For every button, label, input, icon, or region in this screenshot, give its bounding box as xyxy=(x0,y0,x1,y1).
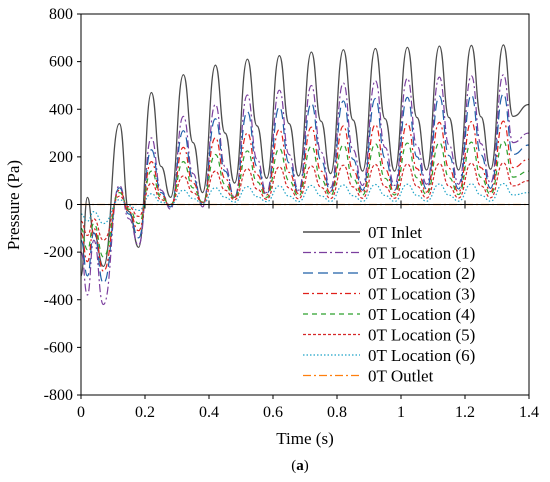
x-tick-label: 1.2 xyxy=(455,404,475,421)
x-tick-label: 0.2 xyxy=(135,404,155,421)
x-tick-label: 1.4 xyxy=(519,404,539,421)
legend-label: 0T Location (5) xyxy=(368,326,475,345)
y-tick-label: 200 xyxy=(49,149,73,166)
x-tick-label: 0.6 xyxy=(263,404,283,421)
x-tick-label: 0.4 xyxy=(199,404,219,421)
legend-label: 0T Location (3) xyxy=(368,285,475,304)
x-axis-title: Time (s) xyxy=(276,429,333,448)
figure-caption: (a) xyxy=(291,458,309,474)
legend-label: 0T Location (2) xyxy=(368,264,475,283)
caption-letter: a xyxy=(296,458,304,474)
series-line-1 xyxy=(80,44,530,277)
y-axis-title: Pressure (Pa) xyxy=(4,160,23,250)
y-tick-label: -200 xyxy=(44,244,73,261)
y-tick-label: -400 xyxy=(44,292,73,309)
x-tick-label: 1 xyxy=(397,404,405,421)
series-line-6 xyxy=(80,162,530,241)
y-tick-label: 800 xyxy=(49,6,73,23)
y-tick-label: -800 xyxy=(44,387,73,404)
legend-label: 0T Location (6) xyxy=(368,346,475,365)
legend-label: 0T Location (1) xyxy=(368,244,475,263)
tick-labels: -800 -600 -400 -200 0 200 400 600 800 0 0.2 0.4 0.6 0… xyxy=(44,6,539,421)
y-tick-label: -600 xyxy=(44,339,73,356)
legend-label: 0T Outlet xyxy=(368,367,434,386)
series-line-5 xyxy=(80,140,530,258)
legend-label: 0T Inlet xyxy=(368,223,422,242)
series-line-3 xyxy=(80,93,530,284)
x-tick-label: 0.8 xyxy=(327,404,347,421)
x-tick-label: 0 xyxy=(77,404,85,421)
legend-label: 0T Location (4) xyxy=(368,305,475,324)
series-line-4 xyxy=(80,120,530,272)
legend: 0T Inlet 0T Location (1)0T Location (2) 0T… xyxy=(296,218,528,388)
y-tick-label: 400 xyxy=(49,101,73,118)
legend-background xyxy=(296,218,528,388)
series-line-7 xyxy=(80,182,530,225)
y-tick-label: 0 xyxy=(65,197,73,214)
y-tick-label: 600 xyxy=(49,54,73,71)
